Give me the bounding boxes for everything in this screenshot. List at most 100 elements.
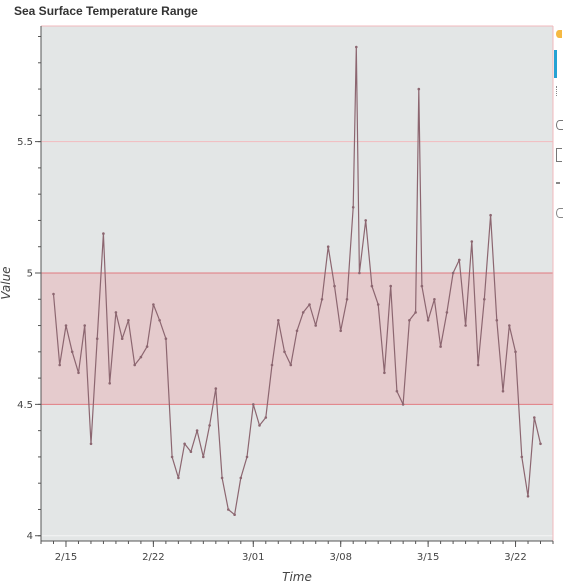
data-point	[252, 403, 255, 406]
x-tick-label: 3/08	[329, 552, 351, 563]
y-tick-label: 5	[27, 268, 33, 279]
data-point	[89, 442, 93, 446]
data-point	[376, 303, 380, 306]
data-point	[389, 284, 393, 288]
logo-icon	[556, 30, 562, 38]
data-point	[245, 455, 249, 459]
data-point	[133, 363, 136, 367]
data-point	[177, 476, 180, 480]
tick-layer: 4 4.5 5 5.5 2/15 2/22 3/01 3/08 3/15 3/22	[17, 36, 554, 563]
data-point	[108, 382, 111, 385]
y-tick-label: 4	[27, 531, 33, 542]
data-point	[383, 371, 386, 375]
data-point	[102, 232, 105, 235]
x-tick-label: 3/15	[417, 552, 439, 563]
data-point	[139, 355, 143, 359]
data-point	[314, 324, 318, 327]
wheel-zoom-icon[interactable]	[556, 120, 563, 130]
box-zoom-icon[interactable]	[556, 86, 562, 96]
data-point	[114, 311, 118, 314]
data-point	[83, 324, 86, 327]
data-point	[470, 240, 474, 243]
data-point	[408, 319, 411, 322]
x-tick-label: 2/22	[142, 552, 164, 563]
data-point	[270, 363, 274, 367]
data-point	[127, 319, 130, 322]
data-point	[426, 319, 430, 322]
data-point	[489, 213, 492, 217]
data-point	[433, 298, 436, 301]
data-point	[283, 350, 286, 354]
data-point	[451, 271, 455, 275]
data-point	[195, 429, 199, 432]
data-point	[395, 389, 399, 393]
data-point	[351, 206, 355, 209]
data-point	[120, 337, 124, 341]
data-point	[289, 363, 293, 367]
data-point	[333, 284, 336, 288]
data-point	[320, 298, 324, 301]
data-point	[476, 363, 480, 367]
data-point	[227, 508, 230, 511]
data-point	[439, 345, 442, 348]
y-tick-label: 5.5	[17, 137, 33, 148]
data-point	[301, 311, 305, 314]
data-point	[152, 303, 155, 306]
data-point	[239, 476, 243, 480]
x-tick-label: 3/01	[242, 552, 264, 563]
data-point	[508, 324, 511, 327]
data-point	[326, 245, 330, 248]
data-point	[417, 87, 421, 91]
data-point	[414, 311, 417, 314]
data-point	[220, 476, 224, 480]
data-point	[364, 219, 368, 222]
data-point	[445, 311, 449, 314]
data-point	[258, 424, 261, 427]
save-icon[interactable]	[556, 148, 562, 162]
data-point	[77, 371, 80, 375]
data-point	[233, 513, 236, 516]
data-point	[358, 271, 361, 275]
data-point	[70, 350, 74, 354]
data-point	[277, 319, 280, 322]
data-point	[520, 455, 524, 459]
data-point	[464, 324, 467, 327]
data-point	[52, 292, 55, 296]
data-point	[145, 345, 149, 348]
line-layer	[52, 45, 542, 516]
data-point	[370, 284, 374, 288]
chart-title: Sea Surface Temperature Range	[14, 4, 198, 18]
data-point	[420, 284, 424, 288]
data-point	[170, 455, 174, 459]
pan-tool-icon[interactable]	[554, 50, 557, 78]
data-point	[495, 319, 499, 322]
data-point	[501, 389, 505, 393]
data-point	[189, 450, 193, 454]
data-point	[401, 403, 405, 406]
data-point	[58, 363, 61, 367]
data-point	[295, 329, 299, 333]
data-point	[355, 45, 358, 49]
x-tick-label: 3/22	[504, 552, 526, 563]
data-point	[339, 329, 343, 333]
data-point	[514, 350, 517, 354]
data-point	[183, 442, 186, 446]
data-point	[208, 424, 211, 427]
data-point	[526, 495, 530, 498]
reset-icon[interactable]	[556, 182, 560, 184]
data-point	[345, 298, 349, 301]
y-axis-label: Value	[0, 266, 13, 299]
x-axis-label: Time	[282, 570, 312, 584]
data-point	[483, 298, 486, 301]
y-tick-label: 4.5	[17, 400, 33, 411]
x-tick-label: 2/15	[55, 552, 77, 563]
data-point	[458, 258, 461, 262]
data-point	[214, 387, 218, 390]
data-point	[158, 319, 161, 322]
hover-icon[interactable]	[556, 208, 563, 218]
data-point	[164, 337, 168, 341]
chart-toolbar	[552, 26, 563, 226]
data-point	[308, 303, 311, 306]
data-point	[264, 416, 268, 419]
